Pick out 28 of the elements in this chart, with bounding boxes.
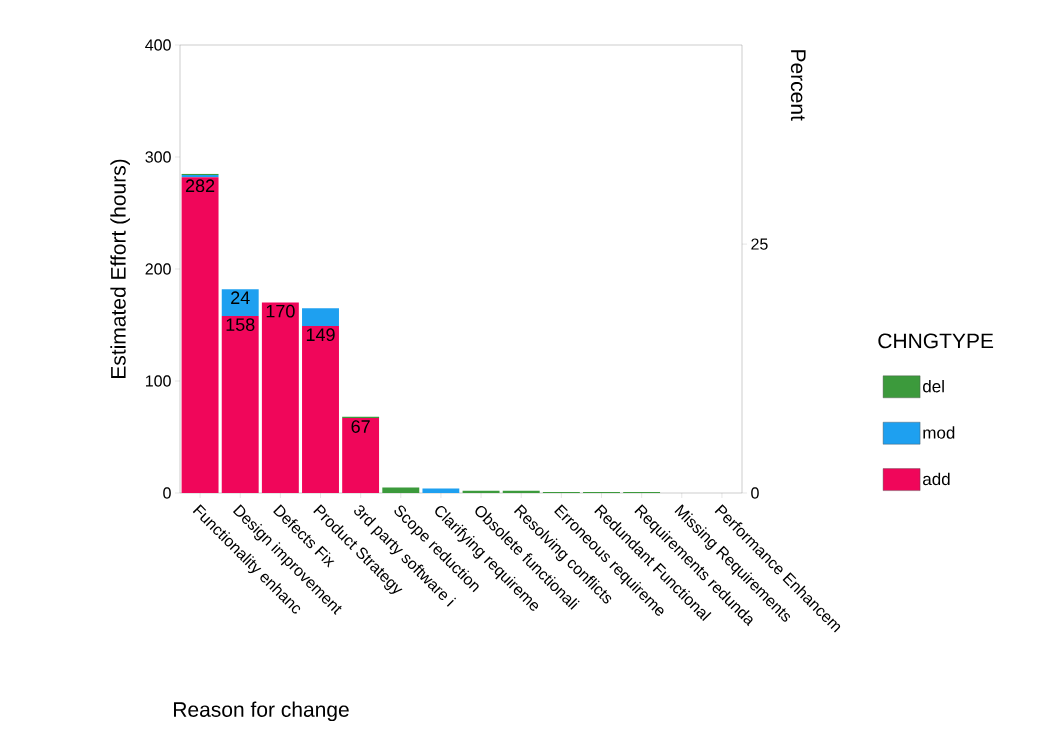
legend-label: add [923, 472, 950, 486]
bar [382, 487, 420, 493]
y-tick-label: 100 [146, 375, 171, 387]
data-label: 67 [351, 420, 370, 433]
y-tick-label: 300 [145, 151, 171, 163]
y2-tick-label: 0 [751, 487, 759, 499]
legend-label: del [923, 379, 944, 393]
bar [261, 302, 299, 493]
bar [221, 316, 259, 493]
legend-title: CHNGTYPE [878, 333, 994, 349]
data-label: 24 [231, 291, 250, 304]
data-label: 282 [185, 179, 215, 193]
bar [302, 308, 339, 327]
y2-axis-title: Percent [790, 50, 806, 121]
data-label: 149 [306, 328, 335, 342]
bar [302, 326, 339, 493]
legend-label: mod [923, 426, 955, 439]
data-label: 158 [226, 318, 255, 331]
y2-tick-label: 25 [751, 238, 768, 250]
y-tick-label: 0 [163, 487, 171, 499]
bar [342, 417, 380, 493]
y-tick-label: 400 [145, 39, 171, 51]
data-label: 170 [266, 304, 295, 318]
y-tick-label: 200 [145, 263, 171, 275]
x-axis-title: Reason for change [174, 701, 349, 722]
bar [181, 177, 219, 493]
bar [221, 289, 259, 317]
y-axis-title: Estimated Effort (hours) [110, 159, 130, 378]
